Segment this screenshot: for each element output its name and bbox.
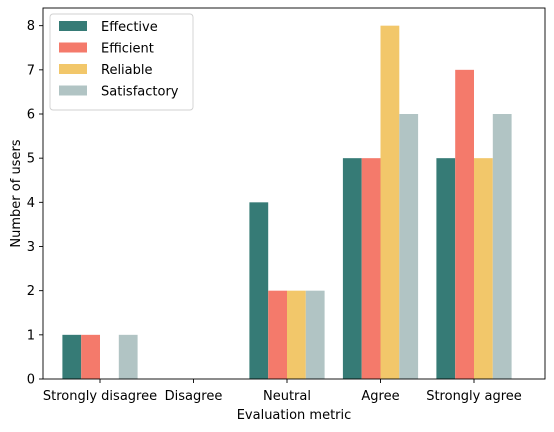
bar-efficient-3: [362, 158, 381, 379]
legend-swatch-reliable: [59, 64, 87, 74]
bar-satisfactory-2: [306, 291, 325, 379]
x-tick-label: Disagree: [165, 389, 223, 404]
y-tick-label: 0: [27, 373, 35, 388]
bar-efficient-4: [455, 70, 474, 379]
y-tick-label: 6: [27, 108, 35, 123]
legend-label-efficient: Efficient: [101, 42, 154, 57]
y-tick-label: 7: [27, 63, 35, 78]
legend-swatch-effective: [59, 21, 87, 31]
legend-swatch-satisfactory: [59, 86, 87, 96]
x-tick-label: Strongly agree: [426, 389, 522, 404]
bar-effective-4: [436, 158, 455, 379]
y-tick-label: 5: [27, 152, 35, 167]
x-ticks: Strongly disagree Disagree Neutral Agree Str…: [43, 379, 522, 404]
y-tick-label: 4: [27, 196, 35, 211]
legend: Effective Efficient Reliable Satisfactory: [50, 14, 193, 110]
y-tick-label: 1: [27, 328, 35, 343]
legend-swatch-efficient: [59, 43, 87, 53]
bar-efficient-0: [81, 335, 100, 379]
x-tick-label: Neutral: [263, 389, 311, 404]
bar-efficient-2: [268, 291, 287, 379]
x-tick-label: Strongly disagree: [43, 389, 157, 404]
bar-reliable-2: [287, 291, 306, 379]
x-axis-label: Evaluation metric: [237, 408, 352, 423]
bar-effective-3: [343, 158, 362, 379]
bar-effective-0: [62, 335, 81, 379]
bar-satisfactory-3: [399, 114, 418, 379]
bar-satisfactory-0: [119, 335, 138, 379]
bar-reliable-3: [381, 26, 400, 379]
bar-reliable-4: [474, 158, 493, 379]
x-tick-label: Agree: [361, 389, 399, 404]
y-tick-label: 3: [27, 240, 35, 255]
bar-satisfactory-4: [493, 114, 512, 379]
y-tick-label: 2: [27, 284, 35, 299]
y-tick-label: 8: [27, 19, 35, 34]
bar-effective-2: [249, 202, 268, 379]
y-axis-label: Number of users: [9, 139, 24, 247]
y-ticks: 0 1 2 3 4 5 6 7 8: [27, 19, 43, 387]
legend-label-reliable: Reliable: [101, 63, 153, 78]
legend-label-effective: Effective: [101, 20, 158, 35]
legend-label-satisfactory: Satisfactory: [101, 85, 179, 100]
